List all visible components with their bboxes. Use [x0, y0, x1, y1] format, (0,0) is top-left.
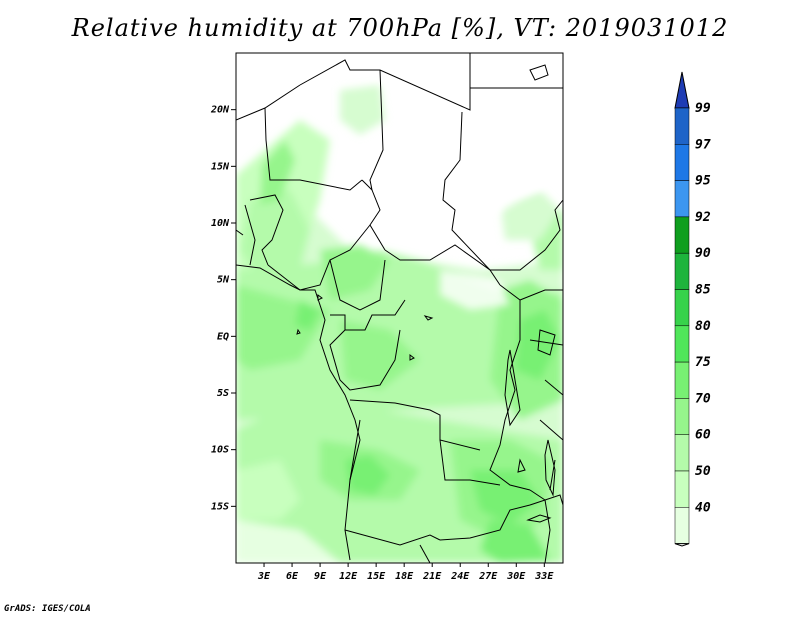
colorbar-label: 85 [695, 283, 711, 298]
colorbar-segment [674, 470, 690, 508]
colorbar-segment [674, 398, 690, 435]
colorbar-label: 60 [695, 428, 711, 443]
lon-tick-label: 18E [395, 571, 414, 582]
lat-tick-label: 5S [217, 388, 229, 399]
colorbar: 99 97 95 92 90 85 80 75 70 60 50 40 [674, 71, 711, 547]
lon-tick-label: 33E [534, 571, 554, 582]
colorbar-segment [674, 361, 690, 399]
colorbar-label: 80 [695, 319, 711, 334]
colorbar-label: 90 [695, 246, 711, 261]
lon-tick-label: 9E [314, 571, 327, 582]
colorbar-segment [674, 216, 690, 254]
latitude-axis: 20N 15N 10N 5N EQ 5S 10S 15S [210, 105, 236, 512]
lat-tick-label: EQ [217, 331, 229, 342]
colorbar-bottom-arrow [674, 543, 690, 547]
lat-tick-label: 15S [211, 501, 229, 512]
chart-title: Relative humidity at 700hPa [%], VT: 201… [71, 14, 729, 42]
lat-tick-label: 5N [217, 275, 230, 286]
colorbar-segment [674, 434, 690, 472]
lon-tick-label: 3E [257, 571, 271, 582]
lon-tick-label: 12E [339, 571, 358, 582]
colorbar-label: 70 [695, 391, 711, 406]
lon-tick-label: 15E [367, 571, 386, 582]
colorbar-label: 97 [695, 137, 711, 152]
lon-tick-label: 24E [450, 571, 470, 582]
colorbar-label: 95 [695, 174, 711, 189]
lat-tick-label: 10S [211, 445, 229, 456]
colorbar-segment [674, 107, 690, 145]
colorbar-top-arrow [674, 71, 690, 109]
map-frame [235, 52, 564, 564]
colorbar-label: 50 [695, 464, 711, 479]
colorbar-segment [674, 289, 690, 327]
lat-tick-label: 10N [211, 218, 230, 229]
lon-tick-label: 6E [286, 571, 299, 582]
colorbar-segment [674, 507, 690, 544]
colorbar-label: 92 [695, 210, 711, 225]
longitude-axis: 3E 6E 9E 12E 15E 18E 21E 24E 27E 30E 33E [257, 563, 554, 582]
lat-tick-label: 20N [210, 105, 230, 116]
colorbar-segment [674, 180, 690, 218]
colorbar-label: 75 [695, 355, 711, 370]
lon-tick-label: 21E [422, 571, 442, 582]
colorbar-label: 99 [695, 101, 711, 116]
lat-tick-label: 15N [211, 161, 230, 172]
footer-credit: GrADS: IGES/COLA [4, 604, 91, 614]
colorbar-label: 40 [695, 500, 711, 515]
colorbar-segment [674, 325, 690, 363]
colorbar-segment [674, 252, 690, 290]
country-borders [236, 53, 563, 563]
colorbar-segment [674, 144, 690, 181]
lon-tick-label: 30E [506, 571, 526, 582]
lon-tick-label: 27E [478, 571, 498, 582]
